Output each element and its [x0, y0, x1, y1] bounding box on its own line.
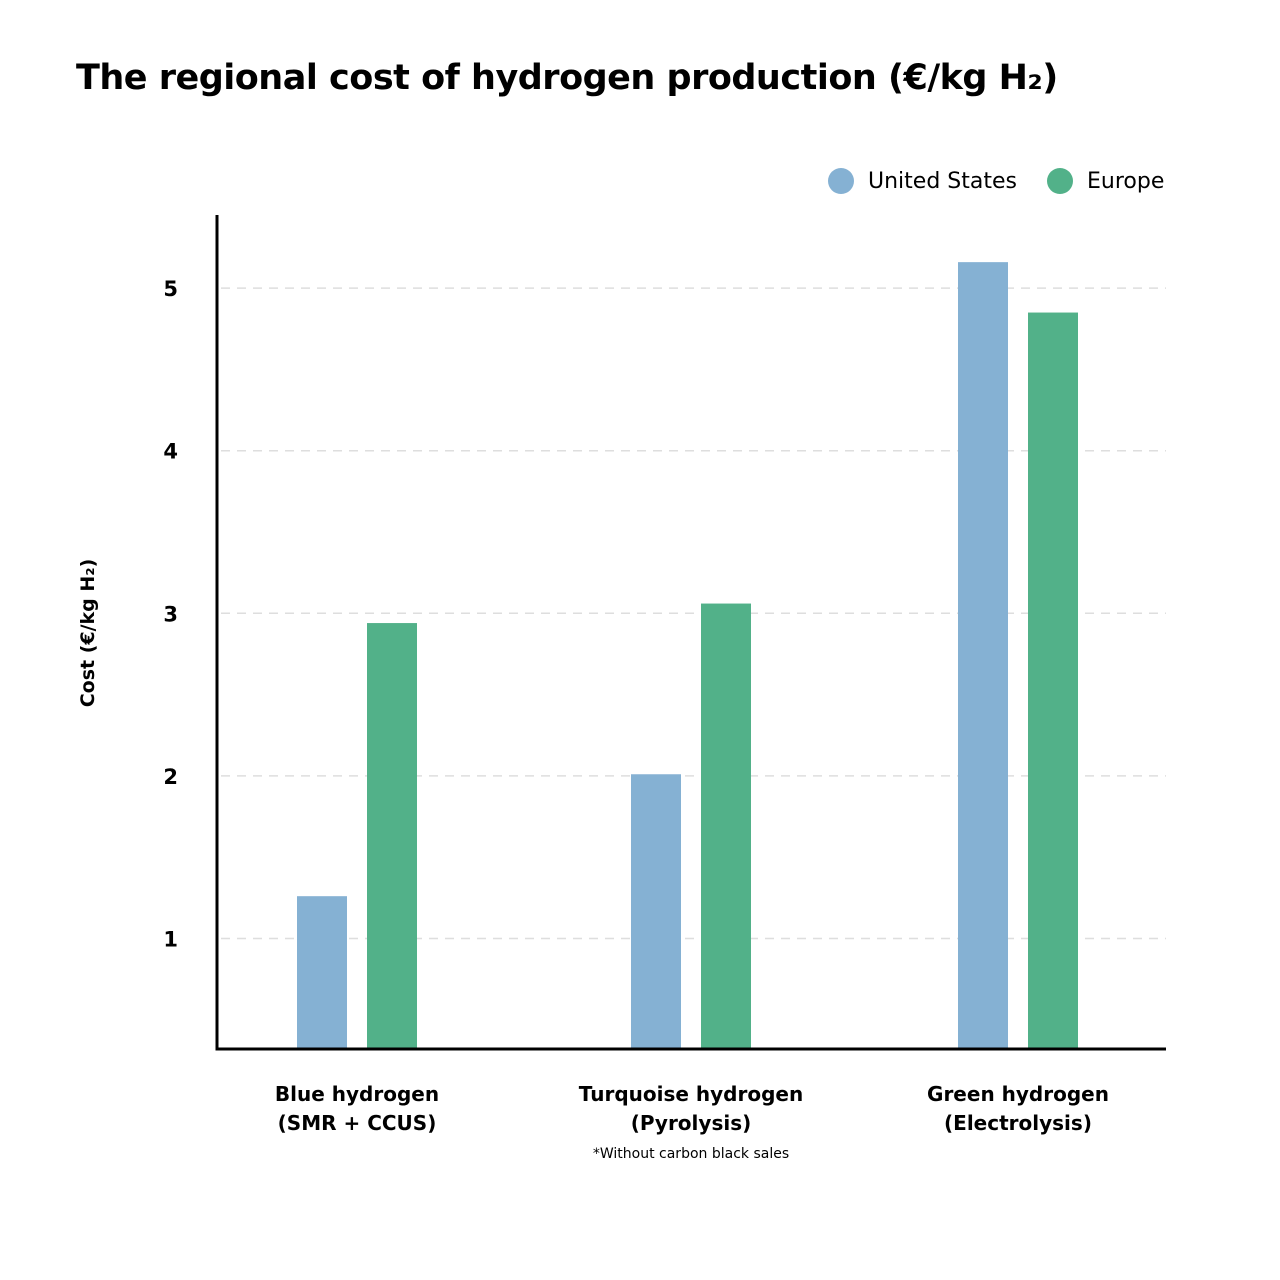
- legend-item-europe: Europe: [1047, 168, 1164, 194]
- category-label-line2: (SMR + CCUS): [277, 1111, 437, 1135]
- bar-europe: [1028, 312, 1078, 1050]
- category-label-line1: Blue hydrogen: [274, 1082, 440, 1106]
- y-tick-label: 4: [163, 440, 178, 464]
- y-tick-label: 3: [163, 602, 178, 626]
- category-label-line1: Green hydrogen: [927, 1082, 1109, 1106]
- bar-united-states: [297, 896, 347, 1049]
- category-label-line2: (Electrolysis): [944, 1111, 1092, 1135]
- category-label-blue: Blue hydrogen (SMR + CCUS): [207, 1080, 507, 1138]
- bar-europe: [701, 603, 751, 1049]
- y-tick-label: 5: [163, 277, 178, 301]
- bar-europe: [367, 623, 417, 1049]
- bar-united-states: [631, 774, 681, 1049]
- legend-item-united-states: United States: [828, 168, 1017, 194]
- chart-title: The regional cost of hydrogen production…: [76, 58, 1058, 98]
- bar-united-states: [958, 262, 1008, 1049]
- category-label-turquoise: Turquoise hydrogen (Pyrolysis): [541, 1080, 841, 1138]
- legend-swatch-europe: [1047, 168, 1073, 194]
- legend-label: United States: [868, 168, 1017, 194]
- legend-swatch-united-states: [828, 168, 854, 194]
- category-label-line2: (Pyrolysis): [630, 1111, 752, 1135]
- y-tick-label: 2: [163, 765, 178, 789]
- legend-label: Europe: [1087, 168, 1165, 194]
- category-label-line1: Turquoise hydrogen: [578, 1082, 804, 1106]
- y-tick-label: 1: [163, 927, 178, 951]
- footnote: *Without carbon black sales: [592, 1146, 790, 1162]
- category-label-green: Green hydrogen (Electrolysis): [868, 1080, 1168, 1138]
